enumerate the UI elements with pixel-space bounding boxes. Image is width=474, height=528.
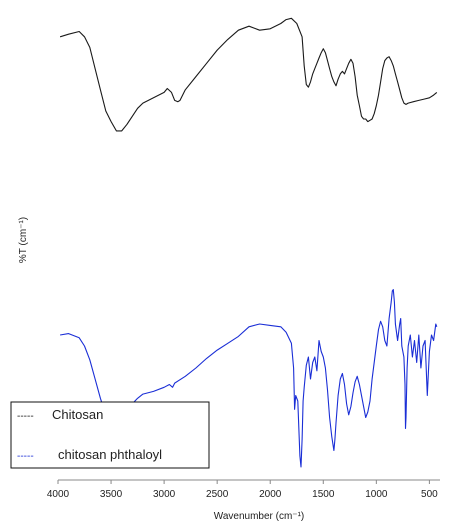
plot-area: [59, 17, 438, 468]
y-axis-title: %T (cm⁻¹): [18, 217, 29, 263]
x-tick-label: 1500: [312, 489, 335, 500]
x-tick-label: 3500: [100, 489, 123, 500]
series-line-chitosan-phthaloyl: [60, 289, 438, 468]
x-tick-label: 500: [421, 489, 438, 500]
x-tick-label: 1000: [365, 489, 388, 500]
legend-label-chitosan-phthaloyl: chitosan phthaloyl: [58, 447, 162, 462]
x-axis-ticks: 4000 3500 3000 2500 2000 1500 1000 500: [47, 480, 438, 500]
legend-marker-chitosan-phthaloyl: -----: [17, 451, 34, 462]
legend-marker-chitosan: -----: [17, 411, 34, 422]
x-tick-label: 3000: [153, 489, 176, 500]
x-axis-title: Wavenumber (cm⁻¹): [214, 511, 304, 522]
legend-box: [10, 401, 210, 469]
x-tick-label: 4000: [47, 489, 70, 500]
legend: ----- Chitosan ----- chitosan phthaloyl: [10, 401, 210, 469]
x-tick-label: 2000: [259, 489, 282, 500]
series-line-chitosan: [59, 17, 438, 132]
legend-label-chitosan: Chitosan: [52, 407, 103, 422]
x-tick-label: 2500: [206, 489, 229, 500]
